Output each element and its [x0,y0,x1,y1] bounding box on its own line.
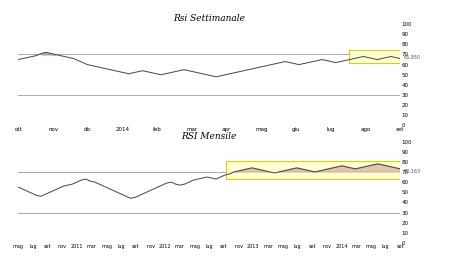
Bar [226,161,399,179]
Title: Rsi Settimanale: Rsi Settimanale [173,14,245,23]
Text: 70,163: 70,163 [403,169,420,174]
Title: RSI Mensile: RSI Mensile [181,132,236,141]
Bar [348,50,399,62]
Text: 65,950: 65,950 [403,55,420,60]
